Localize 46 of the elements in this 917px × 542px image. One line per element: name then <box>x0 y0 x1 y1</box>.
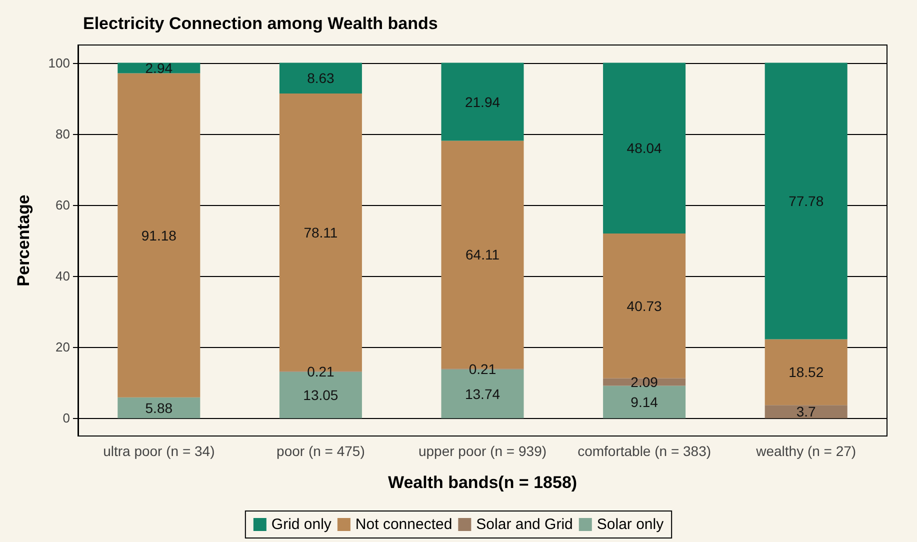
bar <box>764 405 848 418</box>
bar <box>603 386 686 418</box>
data-label: 5.88 <box>145 400 173 416</box>
y-tick-label: 60 <box>56 197 70 212</box>
legend-label: Grid only <box>271 516 332 533</box>
data-label: 13.74 <box>464 386 500 402</box>
x-tick-label: poor (n = 475) <box>276 443 365 459</box>
data-label: 3.7 <box>796 404 816 420</box>
bar <box>603 234 686 378</box>
legend-label: Solar only <box>596 516 664 533</box>
y-axis-title: Percentage <box>14 194 33 286</box>
bar <box>764 62 848 340</box>
y-tick-label: 100 <box>48 55 70 70</box>
y-tick-label: 40 <box>56 268 70 284</box>
x-tick-label: upper poor (n = 939) <box>418 443 547 459</box>
data-label: 0.21 <box>468 361 496 378</box>
y-tick-label: 20 <box>56 340 70 355</box>
data-label: 48.04 <box>626 140 662 156</box>
legend-label: Not connected <box>355 516 452 533</box>
data-label: 2.09 <box>630 374 658 390</box>
chart-title: Electricity Connection among Wealth bands <box>83 14 438 33</box>
bar <box>441 62 524 141</box>
y-tick-label: 80 <box>56 126 70 142</box>
x-axis-title: Wealth bands(n = 1858) <box>388 473 578 492</box>
x-tick-label: comfortable (n = 383) <box>578 443 712 459</box>
x-tick-label: ultra poor (n = 34) <box>103 443 215 459</box>
data-label: 18.52 <box>788 364 824 380</box>
bar <box>118 73 200 398</box>
bar <box>764 339 848 406</box>
data-label: 2.94 <box>145 60 173 76</box>
legend-label: Solar and Grid <box>476 516 573 533</box>
data-label: 91.18 <box>141 227 177 244</box>
data-label: 0.21 <box>307 363 335 380</box>
x-tick-label: wealthy (n = 27) <box>755 443 856 459</box>
data-label: 40.73 <box>626 298 662 314</box>
bar <box>279 62 362 94</box>
data-label: 21.94 <box>464 94 500 110</box>
data-label: 77.78 <box>788 193 824 210</box>
data-label: 78.11 <box>304 224 338 240</box>
y-tick-label: 0 <box>62 410 70 426</box>
bar <box>603 62 686 234</box>
data-label: 13.05 <box>303 387 338 404</box>
bar <box>118 397 200 418</box>
data-label: 8.63 <box>307 70 335 86</box>
data-label: 64.11 <box>466 246 500 263</box>
data-label: 9.14 <box>630 394 658 410</box>
